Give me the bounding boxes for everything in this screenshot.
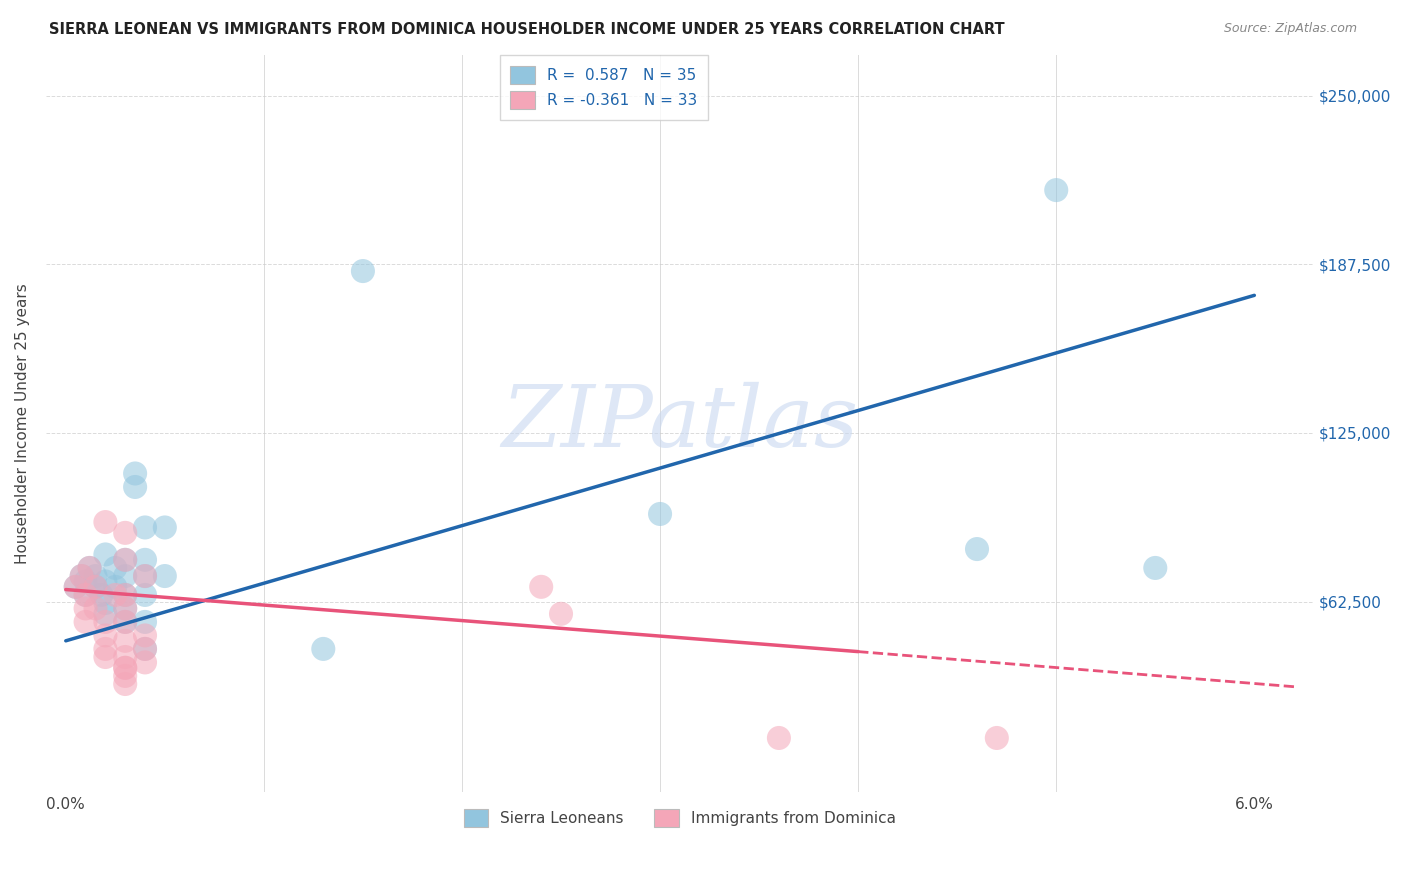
Point — [114, 601, 136, 615]
Point — [312, 641, 335, 656]
Point — [134, 569, 156, 583]
Point — [114, 650, 136, 665]
Point — [114, 588, 136, 602]
Point — [94, 615, 117, 629]
Point — [114, 525, 136, 540]
Point — [84, 580, 107, 594]
Point — [75, 588, 97, 602]
Point — [1144, 561, 1167, 575]
Point — [134, 641, 156, 656]
Point — [79, 561, 101, 575]
Point — [75, 588, 97, 602]
Point — [134, 615, 156, 629]
Point — [114, 569, 136, 583]
Text: ZIPatlas: ZIPatlas — [502, 382, 859, 465]
Point — [70, 569, 93, 583]
Point — [114, 661, 136, 675]
Point — [75, 574, 97, 589]
Point — [134, 628, 156, 642]
Text: SIERRA LEONEAN VS IMMIGRANTS FROM DOMINICA HOUSEHOLDER INCOME UNDER 25 YEARS COR: SIERRA LEONEAN VS IMMIGRANTS FROM DOMINI… — [49, 22, 1005, 37]
Point — [94, 574, 117, 589]
Y-axis label: Householder Income Under 25 years: Householder Income Under 25 years — [15, 283, 30, 564]
Point — [75, 601, 97, 615]
Point — [114, 588, 136, 602]
Point — [94, 515, 117, 529]
Point — [134, 569, 156, 583]
Point — [94, 650, 117, 665]
Point — [104, 580, 127, 594]
Point — [134, 641, 156, 656]
Point — [134, 553, 156, 567]
Point — [114, 615, 136, 629]
Point — [114, 677, 136, 691]
Point — [94, 548, 117, 562]
Point — [114, 553, 136, 567]
Point — [1045, 183, 1067, 197]
Point — [986, 731, 1008, 745]
Point — [65, 580, 87, 594]
Point — [114, 553, 136, 567]
Point — [134, 588, 156, 602]
Point — [648, 507, 671, 521]
Point — [94, 628, 117, 642]
Point — [153, 569, 176, 583]
Point — [550, 607, 572, 621]
Point — [114, 615, 136, 629]
Point — [65, 580, 87, 594]
Point — [114, 669, 136, 683]
Point — [124, 467, 146, 481]
Point — [94, 641, 117, 656]
Point — [104, 561, 127, 575]
Point — [114, 661, 136, 675]
Point — [124, 480, 146, 494]
Point — [530, 580, 553, 594]
Point — [114, 633, 136, 648]
Point — [352, 264, 374, 278]
Point — [75, 615, 97, 629]
Point — [153, 520, 176, 534]
Point — [134, 656, 156, 670]
Point — [84, 601, 107, 615]
Point — [114, 601, 136, 615]
Point — [79, 561, 101, 575]
Point — [84, 580, 107, 594]
Point — [134, 520, 156, 534]
Point — [94, 607, 117, 621]
Point — [966, 542, 988, 557]
Point — [90, 588, 112, 602]
Point — [84, 569, 107, 583]
Point — [104, 588, 127, 602]
Point — [768, 731, 790, 745]
Legend: Sierra Leoneans, Immigrants from Dominica: Sierra Leoneans, Immigrants from Dominic… — [454, 800, 905, 836]
Point — [94, 596, 117, 610]
Point — [70, 569, 93, 583]
Text: Source: ZipAtlas.com: Source: ZipAtlas.com — [1223, 22, 1357, 36]
